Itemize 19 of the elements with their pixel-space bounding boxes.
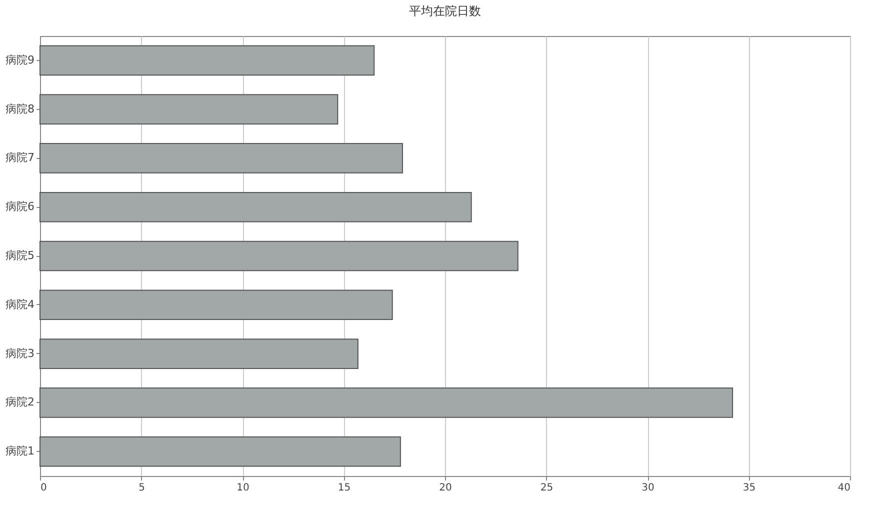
y-tick-label: 病院8 [6, 102, 34, 116]
y-tick-label: 病院3 [6, 346, 34, 360]
y-tick-label: 病院7 [6, 151, 34, 164]
y-tick-label: 病院5 [6, 249, 34, 262]
x-tick-label: 30 [642, 482, 654, 494]
y-tick-label: 病院6 [6, 200, 34, 214]
x-tick-label: 20 [439, 482, 452, 494]
y-tick-label: 病院9 [6, 53, 34, 66]
x-tick-label: 10 [236, 482, 250, 494]
x-tick-label: 15 [338, 482, 351, 494]
y-tick-label: 病院4 [6, 298, 34, 311]
x-tick-label: 0 [40, 482, 47, 494]
chart-title: 平均在院日数 [409, 4, 481, 18]
x-tick-label: 5 [138, 482, 145, 494]
x-tick-label: 40 [838, 482, 850, 494]
y-tick-label: 病院2 [6, 396, 34, 409]
y-tick-label: 病院1 [6, 444, 34, 458]
x-tick-label: 25 [540, 482, 554, 494]
x-tick-label: 35 [742, 482, 756, 494]
